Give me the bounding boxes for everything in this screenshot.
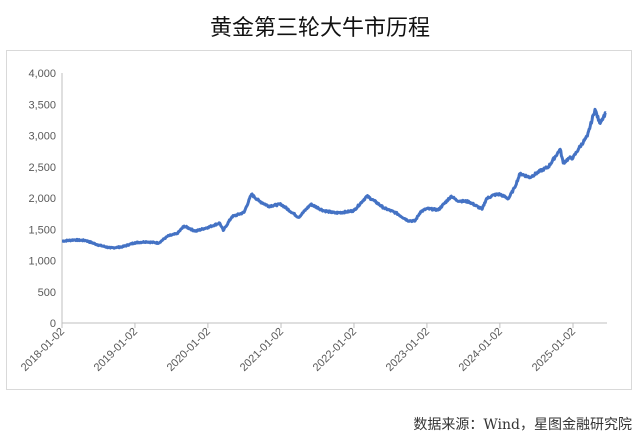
gold-price-line bbox=[61, 107, 607, 250]
y-tick-label: 1,000 bbox=[28, 256, 56, 268]
series-group bbox=[61, 107, 607, 250]
y-tick-label: 2,500 bbox=[28, 162, 56, 174]
x-tick-label: 2020-01-02 bbox=[165, 326, 213, 374]
y-tick-label: 2,000 bbox=[28, 193, 56, 205]
y-tick-label: 1,500 bbox=[28, 224, 56, 236]
y-tick-label: 3,500 bbox=[28, 99, 56, 111]
x-axis: 2018-01-02 2019-01-02 2020-01-02 2021-01-02… bbox=[19, 322, 607, 374]
chart-frame bbox=[6, 50, 632, 390]
y-tick-label: 500 bbox=[38, 287, 56, 299]
x-tick-label: 2018-01-02 bbox=[19, 326, 67, 374]
y-axis: 0 500 1,000 1,500 2,000 2,500 3,000 3,500 4,000 bbox=[28, 68, 63, 330]
chart-title: 黄金第三轮大牛市历程 bbox=[209, 16, 430, 41]
x-tick-label: 2025-01-02 bbox=[530, 326, 578, 374]
x-tick-label: 2023-01-02 bbox=[384, 326, 432, 374]
y-tick-label: 3,000 bbox=[28, 131, 56, 143]
x-tick-label: 2022-01-02 bbox=[311, 326, 359, 374]
data-source-note: 数据来源：Wind，星图金融研究院 bbox=[413, 417, 632, 433]
x-tick-label: 2019-01-02 bbox=[92, 326, 140, 374]
y-tick-label: 0 bbox=[50, 318, 56, 330]
x-tick-label: 2021-01-02 bbox=[238, 326, 286, 374]
x-tick-label: 2024-01-02 bbox=[457, 326, 505, 374]
y-tick-label: 4,000 bbox=[28, 68, 56, 80]
